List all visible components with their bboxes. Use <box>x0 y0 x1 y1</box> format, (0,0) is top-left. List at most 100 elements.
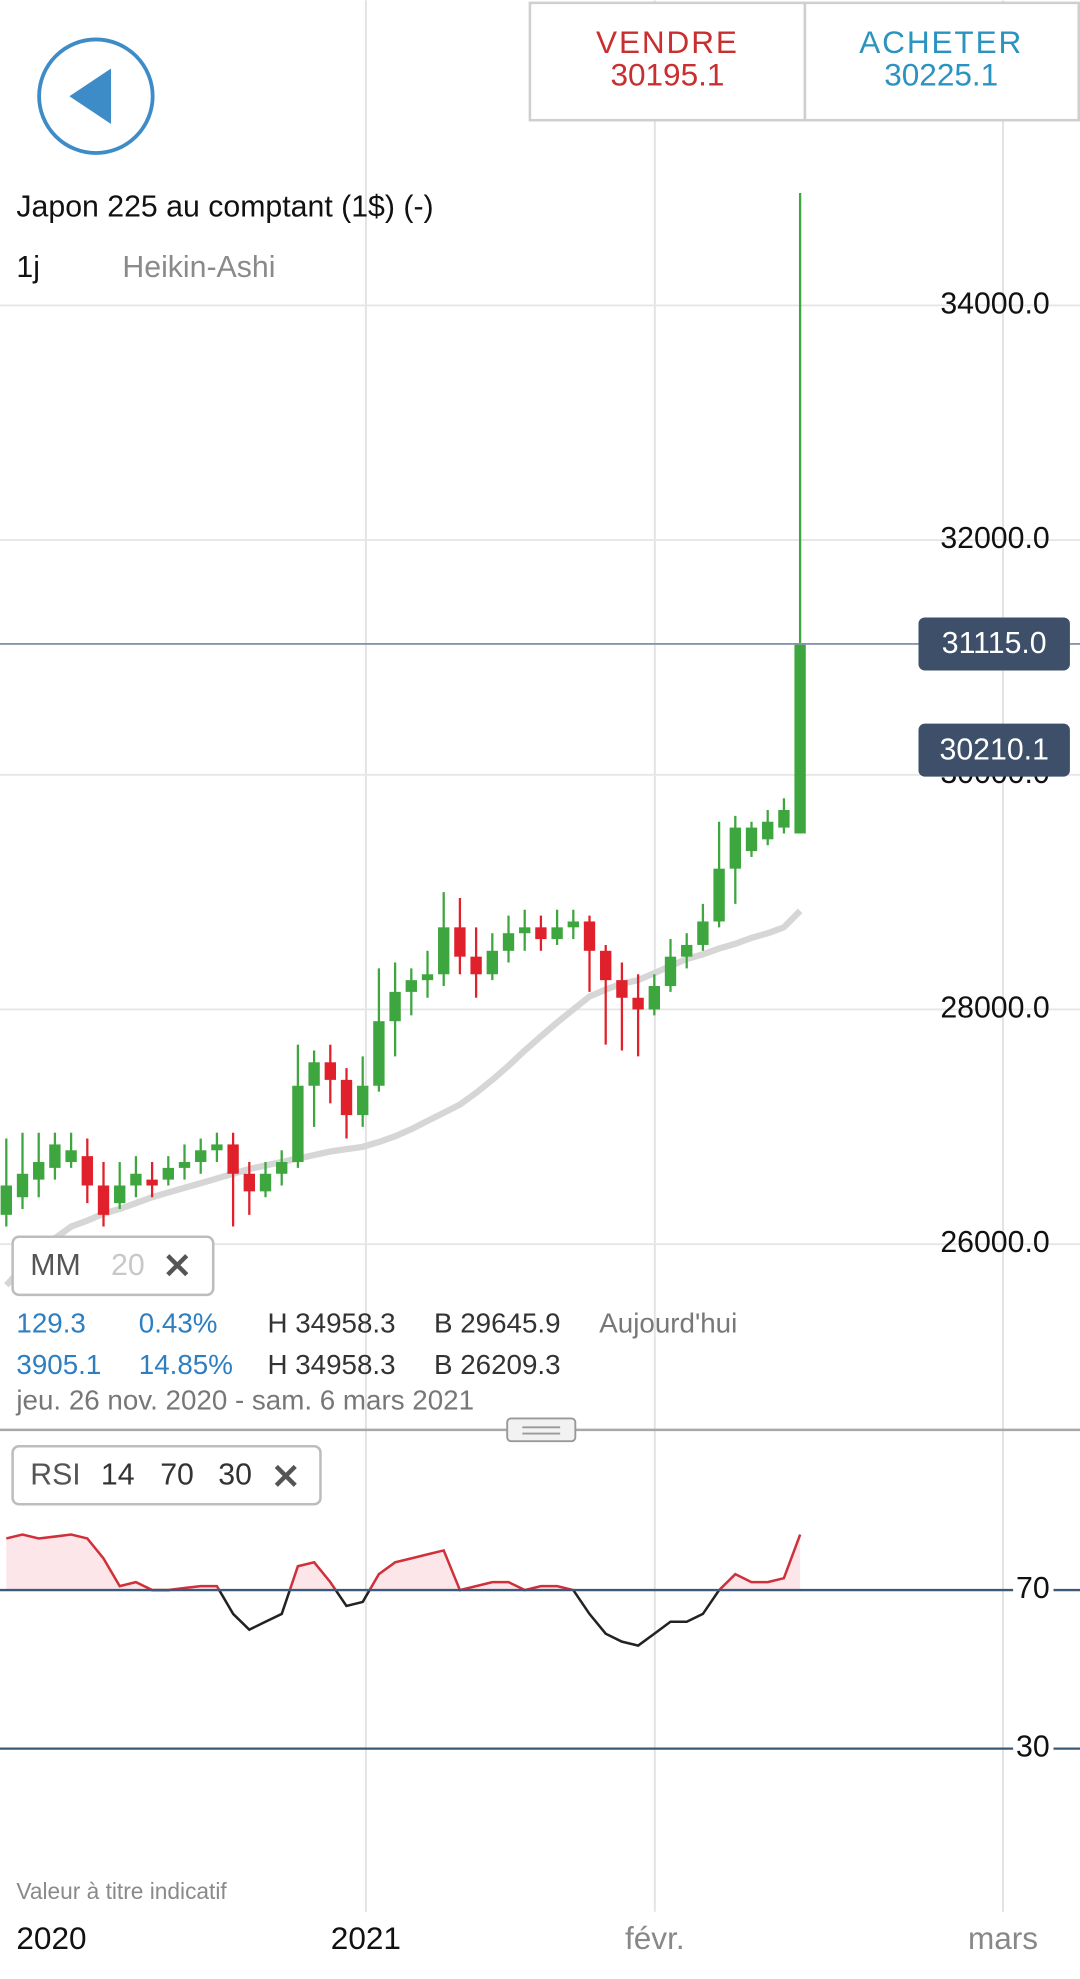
candle-body <box>340 1079 353 1116</box>
candle-body <box>794 643 806 834</box>
moving-average-line <box>3 908 803 1288</box>
candle-body <box>16 1173 29 1198</box>
level-label-bg <box>1013 1733 1054 1764</box>
candle-body <box>114 1185 126 1204</box>
candle-body <box>567 921 579 928</box>
ma-period: 20 <box>111 1249 145 1282</box>
x-tick-label: mars <box>968 1920 1038 1956</box>
candle-body <box>745 827 758 852</box>
back-arrow[interactable] <box>69 68 112 124</box>
buy-label[interactable]: ACHETER <box>859 24 1023 60</box>
ma-name: MM <box>30 1249 80 1282</box>
candle-body <box>664 956 677 987</box>
candle-body <box>211 1144 223 1151</box>
rsi-upper: 70 <box>160 1459 194 1492</box>
candle-body <box>195 1150 207 1163</box>
candle-body <box>632 997 644 1010</box>
candle-body <box>405 980 417 992</box>
rsi-chart: 30 70 <box>0 1533 1080 1764</box>
candle-body <box>648 986 660 1010</box>
rsi-lower: 30 <box>218 1459 252 1492</box>
x-tick-label: févr. <box>625 1920 685 1956</box>
back-button[interactable] <box>37 37 155 155</box>
candle-body <box>243 1173 255 1192</box>
candle-body <box>438 927 450 975</box>
resize-handle[interactable] <box>506 1417 577 1443</box>
sell-box[interactable] <box>528 1 807 122</box>
candle-body <box>600 950 612 981</box>
stat-value: 14.85% <box>139 1349 233 1380</box>
candle-body <box>535 927 547 940</box>
y-tick-label: 28000.0 <box>940 991 1049 1024</box>
x-axis: 2020 2021 févr. mars <box>16 1920 1038 1956</box>
candle-body <box>697 921 709 945</box>
sell-button[interactable]: VENDRE 30195.1 <box>528 1 807 122</box>
date-range: jeu. 26 nov. 2020 - sam. 6 mars 2021 <box>15 1384 474 1415</box>
candle-body <box>454 927 466 957</box>
candle-body <box>33 1162 45 1180</box>
candle-body <box>276 1162 288 1174</box>
candle-body <box>146 1179 158 1186</box>
handle-box[interactable] <box>506 1417 577 1443</box>
ma-legend[interactable]: MM 20 <box>11 1235 215 1297</box>
stat-value: 129.3 <box>16 1307 85 1338</box>
candle-body <box>0 1185 12 1215</box>
rsi-legend[interactable]: RSI 14 70 30 <box>11 1444 322 1506</box>
timeframe[interactable]: 1j <box>16 251 40 284</box>
rsi-remove[interactable] <box>274 1464 297 1487</box>
stat-value: 0.43% <box>139 1307 218 1338</box>
candle-body <box>470 956 482 975</box>
x-tick-label: 2020 <box>16 1920 86 1956</box>
level-label-bg <box>1013 1574 1054 1606</box>
candle-body <box>519 927 531 934</box>
candle-body <box>502 933 515 951</box>
instrument-title: Japon 225 au comptant (1$) (-) <box>16 191 433 224</box>
candle-body <box>308 1062 320 1086</box>
price-badge-label: 30210.1 <box>940 733 1049 766</box>
price-badge <box>918 617 1070 671</box>
candle-body <box>324 1062 336 1080</box>
candle-body <box>81 1156 93 1186</box>
y-tick-label: 32000.0 <box>940 522 1049 555</box>
candle-body <box>681 944 693 957</box>
stat-value: B 29645.9 <box>434 1307 561 1338</box>
sell-price[interactable]: 30195.1 <box>610 57 724 93</box>
y-tick-label: 34000.0 <box>940 287 1049 320</box>
candle-body <box>713 868 725 922</box>
rsi-line <box>6 1533 802 1647</box>
candle-body <box>421 974 434 981</box>
ma-remove[interactable] <box>166 1254 189 1277</box>
rsi-name: RSI <box>30 1459 80 1492</box>
candle-body <box>130 1173 142 1186</box>
candle-body <box>65 1150 77 1163</box>
candle-body <box>97 1185 110 1215</box>
candle-body <box>778 809 790 828</box>
stat-value: Aujourd'hui <box>599 1307 737 1338</box>
buy-button[interactable]: ACHETER 30225.1 <box>803 1 1080 122</box>
disclaimer: Valeur à titre indicatif <box>16 1878 227 1904</box>
candle-body <box>49 1144 61 1168</box>
candle-body <box>292 1085 304 1163</box>
stat-value: B 26209.3 <box>434 1349 561 1380</box>
candle-body <box>583 921 596 951</box>
candle-body <box>762 821 774 840</box>
stat-value: 3905.1 <box>16 1349 101 1380</box>
candle-body <box>227 1144 239 1174</box>
candle-body <box>178 1162 191 1168</box>
candle-body <box>486 950 498 975</box>
overbought-fill <box>6 1534 801 1591</box>
price-badge-label: 31115.0 <box>942 627 1047 660</box>
rsi-period: 14 <box>101 1459 135 1492</box>
price-chart: 26000.028000.030000.032000.034000.031115… <box>0 192 1080 1288</box>
candle-body <box>551 927 563 940</box>
candle-body <box>616 980 628 998</box>
buy-price[interactable]: 30225.1 <box>884 57 998 93</box>
buy-box[interactable] <box>803 1 1080 122</box>
ma-legend-box[interactable] <box>11 1235 215 1297</box>
rsi-legend-box[interactable] <box>11 1444 322 1506</box>
sell-label[interactable]: VENDRE <box>596 24 739 60</box>
chart-style[interactable]: Heikin-Ashi <box>122 251 275 284</box>
price-badge <box>918 723 1070 777</box>
x-tick-label: 2021 <box>331 1920 401 1956</box>
